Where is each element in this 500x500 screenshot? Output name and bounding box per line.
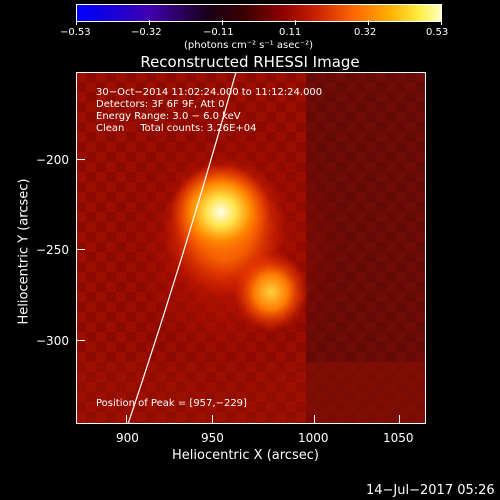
generated-date-label: 14−Jul−2017 05:26 bbox=[366, 483, 495, 498]
y-axis-tick-marks bbox=[76, 72, 86, 424]
colorbar-tick-label: 0.11 bbox=[279, 27, 302, 38]
colorbar-tick-label: 0.32 bbox=[354, 27, 377, 38]
peak-position-label: Position of Peak = [957,−229] bbox=[96, 398, 247, 409]
x-tick-label: 900 bbox=[116, 431, 139, 445]
y-axis-title: Heliocentric Y (arcsec) bbox=[16, 178, 32, 325]
x-tick-label: 950 bbox=[201, 431, 224, 445]
info-line-counts: Clean Total counts: 3.26E+04 bbox=[96, 123, 257, 134]
x-tick-label: 1000 bbox=[298, 431, 329, 445]
colorbar-unit-label: (photons cm⁻² s⁻¹ asec⁻²) bbox=[184, 40, 314, 51]
colorbar-tick-label: −0.11 bbox=[203, 27, 234, 38]
x-tick-label: 1050 bbox=[383, 431, 414, 445]
info-line-detectors: Detectors: 3F 6F 9F, Att 0 bbox=[96, 99, 225, 110]
y-tick-label: −200 bbox=[36, 153, 69, 167]
colorbar-tick-label: −0.32 bbox=[131, 27, 162, 38]
y-tick-label: −250 bbox=[36, 243, 69, 257]
x-axis-tick-marks bbox=[76, 415, 426, 425]
colorbar-tick-marks bbox=[76, 20, 442, 26]
colorbar-tick-label: 0.53 bbox=[426, 27, 449, 38]
x-axis-title: Heliocentric X (arcsec) bbox=[172, 448, 319, 463]
info-line-energy: Energy Range: 3.0 − 6.0 keV bbox=[96, 111, 241, 122]
info-line-time: 30−Oct−2014 11:02:24.000 to 11:12:24.000 bbox=[96, 87, 323, 98]
colorbar-tick-label: −0.53 bbox=[60, 27, 91, 38]
reconstructed-image bbox=[76, 72, 426, 424]
plot-title: Reconstructed RHESSI Image bbox=[140, 53, 360, 71]
colorbar bbox=[76, 4, 442, 22]
y-tick-label: −300 bbox=[36, 334, 69, 348]
